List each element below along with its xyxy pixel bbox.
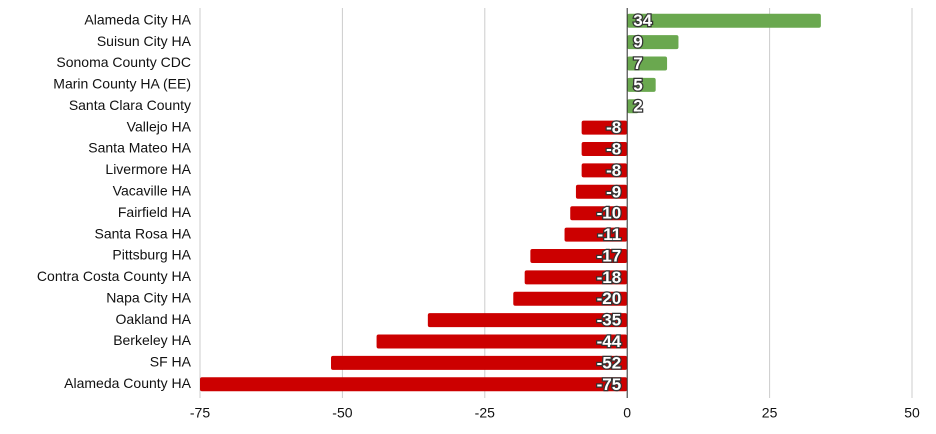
y-tick-label: Marin County HA (EE) [53,76,191,92]
value-label: -11 [598,225,622,244]
bar [331,355,628,370]
value-label: 7 [633,54,642,73]
y-tick-label: Napa City HA [106,289,191,305]
bar [200,377,628,392]
y-tick-label: Oakland HA [116,311,192,327]
value-label: -35 [597,311,622,330]
y-tick-label: Suisun City HA [97,33,192,49]
y-tick-label: Sonoma County CDC [56,54,191,70]
y-tick-label: Vallejo HA [127,118,192,134]
y-tick-label: Pittsburg HA [112,247,191,263]
x-tick-label: 50 [904,405,920,421]
value-label: -8 [606,140,621,159]
y-tick-label: Santa Rosa HA [95,225,192,241]
y-tick-label: Vacaville HA [113,183,192,199]
y-tick-label: Berkeley HA [113,332,191,348]
y-tick-label: Santa Mateo HA [88,140,191,156]
bar [575,184,628,199]
value-label: -8 [606,118,621,137]
value-label: -17 [597,246,622,265]
x-tick-label: 0 [623,405,631,421]
value-label: -10 [597,204,622,223]
y-tick-label: Livermore HA [105,161,191,177]
bar [627,56,668,71]
value-label: -18 [597,268,622,287]
bar [564,227,628,242]
y-tick-label: Fairfield HA [118,204,192,220]
bar [427,313,628,328]
value-label: -8 [606,161,621,180]
bar [627,99,639,114]
bar [513,291,628,306]
y-tick-label: Santa Clara County [69,97,191,113]
value-label: 5 [633,75,642,94]
value-label: -44 [597,332,622,351]
y-tick-label: Alameda County HA [64,375,192,391]
value-label: -75 [597,375,622,394]
bar [627,35,679,50]
bar [581,120,628,135]
x-tick-label: -25 [475,405,495,421]
value-label: 2 [633,97,642,116]
x-tick-label: -75 [190,405,210,421]
bar [581,163,628,178]
y-tick-label: Contra Costa County HA [37,268,192,284]
y-tick-label: SF HA [150,354,192,370]
bar [627,77,656,92]
bar [627,13,821,28]
bar [524,270,628,285]
value-label: -52 [597,353,622,372]
y-tick-label: Alameda City HA [84,11,191,27]
bar [530,248,628,263]
bar [376,334,628,349]
value-label: 34 [633,11,652,30]
x-tick-label: -50 [332,405,352,421]
value-label: 9 [633,33,642,52]
bar [570,206,628,221]
x-tick-label: 25 [762,405,778,421]
value-label: -20 [597,289,622,308]
value-label: -9 [606,182,621,201]
bar [581,142,628,157]
